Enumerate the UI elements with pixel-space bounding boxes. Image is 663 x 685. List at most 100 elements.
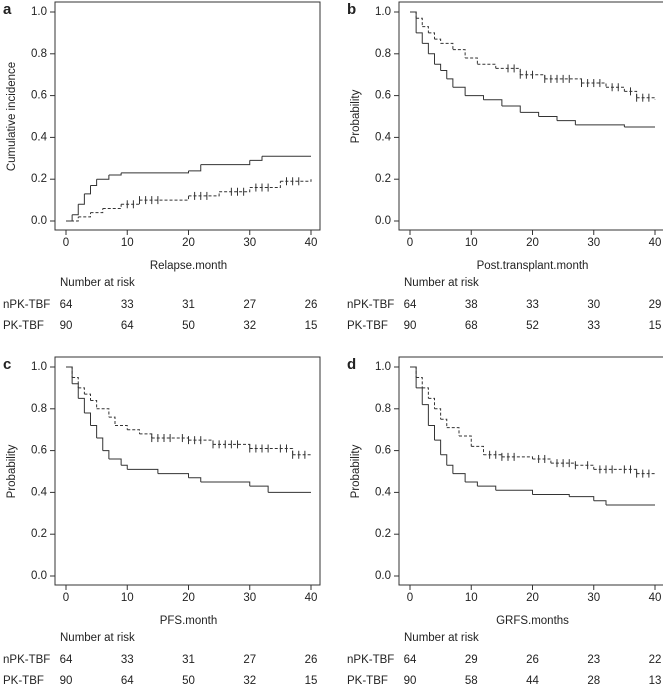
risk-count: 29 (465, 654, 478, 666)
curve (66, 366, 311, 493)
risk-count: 32 (243, 320, 256, 332)
risk-count: 33 (121, 299, 134, 311)
step-segment (66, 214, 73, 222)
y-axis-title: Probability (350, 89, 362, 143)
risk-count: 90 (404, 675, 417, 685)
risk-count: 64 (60, 654, 73, 666)
risk-row-name: nPK-TBF (3, 299, 50, 311)
plot-frame (398, 356, 663, 586)
risk-row-name: nPK-TBF (3, 654, 50, 666)
step-segment (495, 489, 533, 495)
step-segment (434, 38, 442, 44)
step-segment (440, 70, 448, 79)
risk-row-name: nPK-TBF (347, 299, 394, 311)
step-segment (200, 481, 251, 487)
step-segment (90, 399, 98, 409)
step-segment (410, 11, 417, 33)
risk-count: 33 (526, 299, 539, 311)
step-segment (72, 204, 79, 216)
risk-count: 15 (305, 320, 318, 332)
x-tick-label: 0 (63, 237, 69, 249)
risk-count: 26 (305, 654, 318, 666)
step-segment (188, 477, 202, 482)
x-axis-title: GRFS.months (496, 615, 569, 627)
x-axis-title: Relapse.month (150, 260, 227, 272)
y-tick-label: 0.0 (31, 215, 47, 227)
x-tick-label: 10 (465, 237, 478, 249)
x-tick-label: 30 (587, 592, 600, 604)
step-segment (428, 397, 435, 409)
y-tick-label: 1.0 (375, 361, 391, 373)
x-axis-title: PFS.month (160, 615, 218, 627)
step-segment (501, 456, 533, 459)
step-segment (72, 376, 79, 388)
step-segment (434, 408, 442, 420)
step-segment (440, 454, 448, 466)
x-tick-label: 10 (465, 592, 478, 604)
step-segment (452, 49, 466, 58)
risk-count: 26 (526, 654, 539, 666)
step-segment (121, 200, 140, 205)
y-tick-label: 0.6 (31, 90, 47, 102)
step-segment (410, 366, 417, 388)
y-axis-title: Probability (6, 444, 18, 498)
risk-count: 33 (587, 320, 600, 332)
step-segment (422, 404, 429, 426)
x-tick-label: 20 (526, 592, 539, 604)
risk-count: 31 (182, 299, 195, 311)
x-tick-label: 40 (305, 237, 318, 249)
step-segment (84, 412, 91, 426)
risk-row-name: PK-TBF (3, 320, 44, 332)
step-segment (66, 366, 73, 384)
risk-count: 64 (121, 675, 134, 685)
x-tick-label: 0 (407, 237, 413, 249)
step-segment (410, 11, 417, 19)
step-segment (66, 366, 73, 378)
risk-count: 50 (182, 320, 195, 332)
step-segment (139, 433, 153, 439)
risk-count: 26 (305, 299, 318, 311)
step-segment (428, 53, 435, 65)
risk-count: 90 (60, 320, 73, 332)
risk-count: 23 (587, 654, 600, 666)
y-tick-label: 0.2 (31, 173, 47, 185)
risk-count: 90 (404, 320, 417, 332)
risk-table-title: Number at risk (60, 277, 135, 289)
step-segment (440, 42, 454, 50)
step-segment (108, 458, 122, 466)
risk-count: 68 (465, 320, 478, 332)
risk-count: 58 (465, 675, 478, 685)
curve (66, 155, 311, 222)
step-segment (452, 473, 466, 482)
risk-count: 13 (649, 675, 662, 685)
risk-row-name: PK-TBF (347, 320, 388, 332)
step-segment (477, 485, 497, 491)
panel-letter: b (347, 1, 356, 18)
step-segment (188, 164, 202, 172)
step-segment (593, 500, 607, 505)
y-axis-title: Probability (350, 444, 362, 498)
step-segment (84, 185, 91, 195)
step-segment (219, 187, 251, 193)
x-tick-label: 30 (243, 237, 256, 249)
step-segment (96, 175, 110, 180)
risk-count: 33 (121, 654, 134, 666)
y-tick-label: 0.4 (375, 131, 392, 143)
x-tick-label: 40 (649, 237, 662, 249)
step-segment (532, 458, 552, 464)
risk-count: 31 (182, 654, 195, 666)
curve (410, 366, 655, 506)
step-segment (434, 439, 442, 455)
x-tick-label: 40 (649, 592, 662, 604)
risk-count: 15 (305, 675, 318, 685)
step-segment (446, 78, 454, 88)
step-segment (90, 179, 98, 186)
step-segment (90, 208, 104, 214)
risk-count: 22 (649, 654, 662, 666)
y-tick-label: 0.0 (31, 570, 47, 582)
y-tick-label: 0.6 (375, 445, 391, 457)
risk-count: 27 (243, 654, 256, 666)
y-tick-label: 0.8 (375, 48, 391, 60)
x-tick-label: 20 (182, 237, 195, 249)
step-segment (416, 387, 423, 405)
